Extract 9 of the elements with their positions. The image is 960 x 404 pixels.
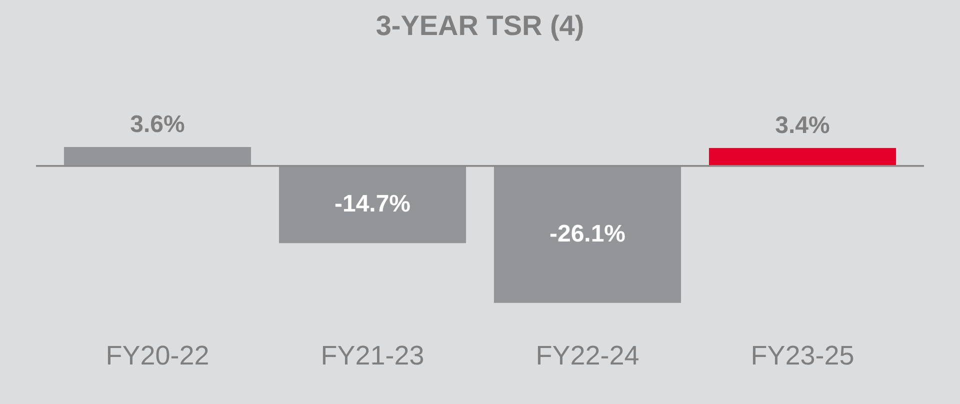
x-tick-label: FY23-25 xyxy=(750,340,854,370)
x-tick-label: FY21-23 xyxy=(320,340,424,370)
data-label: -14.7% xyxy=(334,190,410,218)
data-label: 3.6% xyxy=(130,111,185,138)
data-label: -26.1% xyxy=(550,220,626,248)
data-label: 3.4% xyxy=(775,112,830,140)
chart-title: 3-YEAR TSR (4) xyxy=(376,10,584,41)
x-tick-label: FY22-24 xyxy=(536,340,640,370)
x-tick-label: FY20-22 xyxy=(106,340,210,370)
